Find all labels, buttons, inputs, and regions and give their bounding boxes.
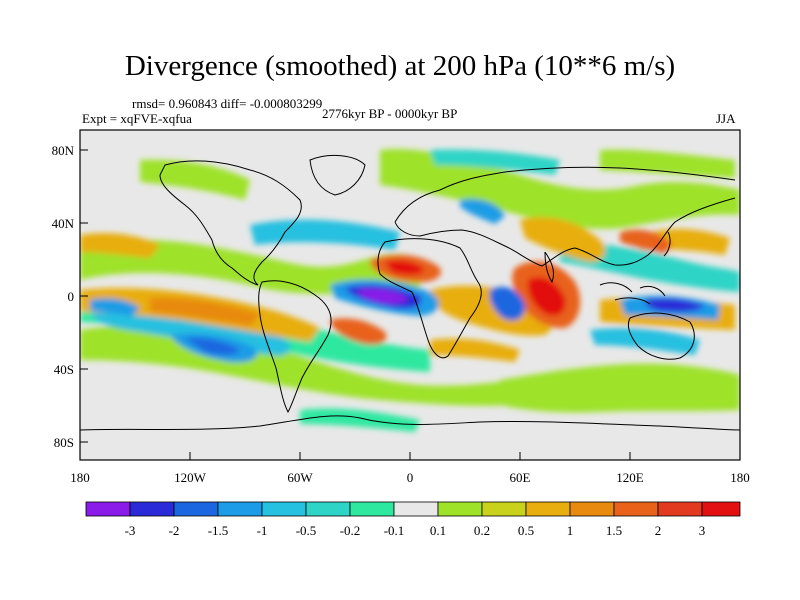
field-patch [560, 243, 740, 292]
colorbar-label: 0.5 [518, 523, 534, 538]
colorbar-label: 0.2 [474, 523, 490, 538]
field-patch [380, 149, 740, 229]
field-patch [600, 149, 735, 178]
colorbar-label: -1 [257, 523, 268, 538]
field-patch [489, 286, 526, 321]
field-patch [185, 337, 240, 355]
lat-label-80s: 80S [54, 435, 74, 450]
colorbar-label: -0.2 [340, 523, 361, 538]
field-patch [620, 229, 672, 254]
colorbar-box-3 [217, 501, 263, 517]
lat-label-40n: 40N [52, 216, 75, 231]
colorbar-box-8 [437, 501, 483, 517]
field-patch [645, 298, 705, 312]
coastline [309, 154, 366, 196]
field-patch [330, 318, 387, 345]
lon-label-60e: 60E [510, 470, 531, 485]
field-patch [300, 408, 420, 432]
colorbar-label: -0.5 [296, 523, 317, 538]
coastline [394, 166, 736, 267]
colorbar-box-5 [305, 501, 351, 517]
coastline [627, 312, 695, 360]
lat-label-80n: 80N [52, 143, 75, 158]
field-patch [358, 288, 408, 304]
colorbar-box-2 [173, 501, 219, 517]
colorbar-box-4 [261, 501, 307, 517]
colorbar-box-10 [525, 501, 571, 517]
lon-label-120e: 120E [616, 470, 644, 485]
field-patch [527, 277, 566, 316]
colorbar-box-14 [701, 501, 741, 517]
stats-label: rmsd= 0.960843 diff= -0.000803299 [132, 96, 323, 111]
coastline [159, 160, 302, 286]
lon-label-180e: 180 [730, 470, 750, 485]
period-label: 2776kyr BP - 0000kyr BP [322, 106, 458, 121]
field-patch [250, 219, 400, 250]
coastline [663, 231, 671, 257]
longitude-axis: 180 120W 60W 0 60E 120E 180 [70, 452, 750, 485]
field-patch [385, 260, 425, 275]
colorbar-box-12 [613, 501, 659, 517]
experiment-label: Expt = xqFVE-xqfua [82, 111, 192, 126]
field-patch [590, 328, 700, 355]
colorbar-box-1 [129, 501, 175, 517]
colorbar-label: -0.1 [384, 523, 405, 538]
coastline [80, 415, 740, 431]
field-patch [430, 338, 520, 362]
coastline [258, 280, 332, 414]
lon-label-0: 0 [407, 470, 414, 485]
field-patch [430, 149, 560, 175]
colorbar-label: 1 [567, 523, 574, 538]
colorbar-label: 2 [655, 523, 662, 538]
field-patch [150, 297, 260, 326]
coastline [377, 238, 482, 359]
colorbar-label: 0.1 [430, 523, 446, 538]
colorbar-box-11 [569, 501, 615, 517]
field-patch [140, 159, 250, 200]
latitude-axis: 80N 40N 0 40S 80S [52, 143, 88, 450]
colorbar-box-13 [657, 501, 703, 517]
coastline [544, 251, 555, 284]
colorbar-box-7 [393, 501, 439, 517]
lat-label-0: 0 [68, 289, 75, 304]
colorbar-label: 1.5 [606, 523, 622, 538]
field-patch [90, 298, 140, 316]
colorbar-box-6 [349, 501, 395, 517]
lon-label-120w: 120W [174, 470, 207, 485]
colorbar-label: -3 [125, 523, 136, 538]
field-patch [500, 363, 740, 413]
colorbar-box-9 [481, 501, 527, 517]
plot-title: Divergence (smoothed) at 200 hPa (10**6 … [124, 50, 676, 82]
colorbar-label: 3 [699, 523, 706, 538]
lon-label-60w: 60W [287, 470, 313, 485]
lat-label-40s: 40S [54, 362, 74, 377]
colorbar-label: -2 [169, 523, 180, 538]
field-patch [460, 198, 505, 224]
season-label: JJA [716, 111, 736, 126]
colorbar: -3 -2 -1.5 -1 -0.5 -0.2 -0.1 0.1 0.2 0.5… [85, 501, 741, 538]
field-patch [80, 233, 160, 258]
coastlines [80, 154, 740, 431]
lon-label-180w: 180 [70, 470, 90, 485]
colorbar-label: -1.5 [208, 523, 229, 538]
colorbar-box-0 [85, 501, 131, 517]
divergence-field [80, 130, 740, 460]
coastline [599, 282, 666, 305]
